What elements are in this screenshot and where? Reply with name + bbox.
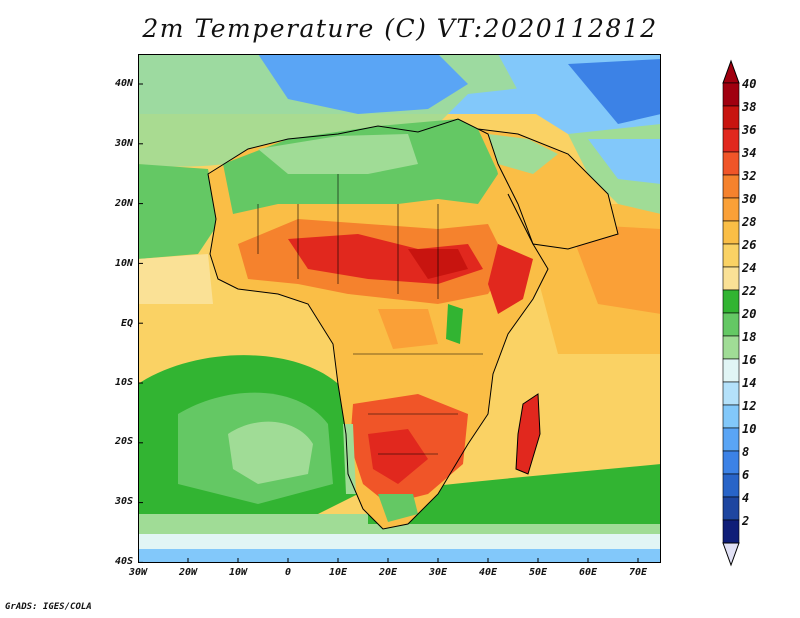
colorbar-swatch (722, 519, 740, 544)
colorbar-label-34: 34 (742, 146, 757, 160)
colorbar-label-28: 28 (742, 215, 757, 229)
lon-tick-30w: 30W (128, 567, 148, 578)
lon-tick-50e: 50E (528, 567, 548, 578)
map-border (138, 54, 661, 563)
colorbar-label-8: 8 (742, 445, 750, 459)
temperature-map (138, 54, 661, 563)
lat-tick-10n: 10N (114, 258, 133, 269)
chart-title: 2m Temperature (C) VT:2020112812 (142, 14, 658, 43)
lat-tick-40n: 40N (114, 78, 133, 89)
colorbar-swatch (722, 312, 740, 337)
colorbar-swatch (722, 266, 740, 291)
colorbar-label-32: 32 (742, 169, 757, 183)
colorbar-swatch (722, 151, 740, 176)
lon-tick-0: 0 (284, 567, 292, 578)
lat-tick-40s: 40S (114, 556, 133, 567)
lat-tick-30n: 30N (114, 138, 133, 149)
colorbar-label-6: 6 (742, 468, 750, 482)
lon-tick-10e: 10E (328, 567, 348, 578)
colorbar-swatch (722, 358, 740, 383)
colorbar-under-triangle (722, 542, 740, 567)
colorbar-swatch (722, 473, 740, 498)
lat-tick-30s: 30S (114, 496, 133, 507)
colorbar-swatch (722, 243, 740, 268)
colorbar-label-36: 36 (742, 123, 757, 137)
colorbar-swatch (722, 105, 740, 130)
lat-tick-20n: 20N (114, 198, 133, 209)
colorbar-swatch (722, 82, 740, 107)
colorbar-label-26: 26 (742, 238, 757, 252)
colorbar-label-30: 30 (742, 192, 757, 206)
colorbar (722, 59, 740, 567)
colorbar-label-16: 16 (742, 353, 757, 367)
colorbar-label-20: 20 (742, 307, 757, 321)
colorbar-swatch (722, 427, 740, 452)
colorbar-label-10: 10 (742, 422, 757, 436)
lon-tick-60e: 60E (578, 567, 598, 578)
footer-credit: GrADS: IGES/COLA (5, 602, 92, 612)
lon-tick-30e: 30E (428, 567, 448, 578)
colorbar-label-12: 12 (742, 399, 757, 413)
colorbar-label-14: 14 (742, 376, 757, 390)
map-panel (138, 54, 661, 563)
lon-tick-20e: 20E (378, 567, 398, 578)
colorbar-label-4: 4 (742, 491, 750, 505)
colorbar-label-22: 22 (742, 284, 757, 298)
colorbar-swatch (722, 335, 740, 360)
colorbar-over-triangle (722, 59, 740, 84)
colorbar-label-40: 40 (742, 77, 757, 91)
colorbar-swatch (722, 496, 740, 521)
colorbar-swatch (722, 450, 740, 475)
colorbar-swatch (722, 289, 740, 314)
colorbar-swatch (722, 220, 740, 245)
lon-tick-70e: 70E (628, 567, 648, 578)
lon-tick-10w: 10W (228, 567, 248, 578)
lat-tick-20s: 20S (114, 436, 133, 447)
colorbar-swatch (722, 381, 740, 406)
colorbar-swatch (722, 404, 740, 429)
lat-tick-eq: EQ (120, 318, 133, 329)
lon-tick-40e: 40E (478, 567, 498, 578)
colorbar-label-24: 24 (742, 261, 757, 275)
colorbar-swatch (722, 128, 740, 153)
lon-tick-20w: 20W (178, 567, 198, 578)
lat-tick-10s: 10S (114, 377, 133, 388)
mediterranean-cool (258, 54, 468, 114)
colorbar-label-18: 18 (742, 330, 757, 344)
colorbar-label-2: 2 (742, 514, 750, 528)
tick-marks (138, 83, 639, 563)
colorbar-swatch (722, 174, 740, 199)
colorbar-swatch (722, 197, 740, 222)
colorbar-label-38: 38 (742, 100, 757, 114)
